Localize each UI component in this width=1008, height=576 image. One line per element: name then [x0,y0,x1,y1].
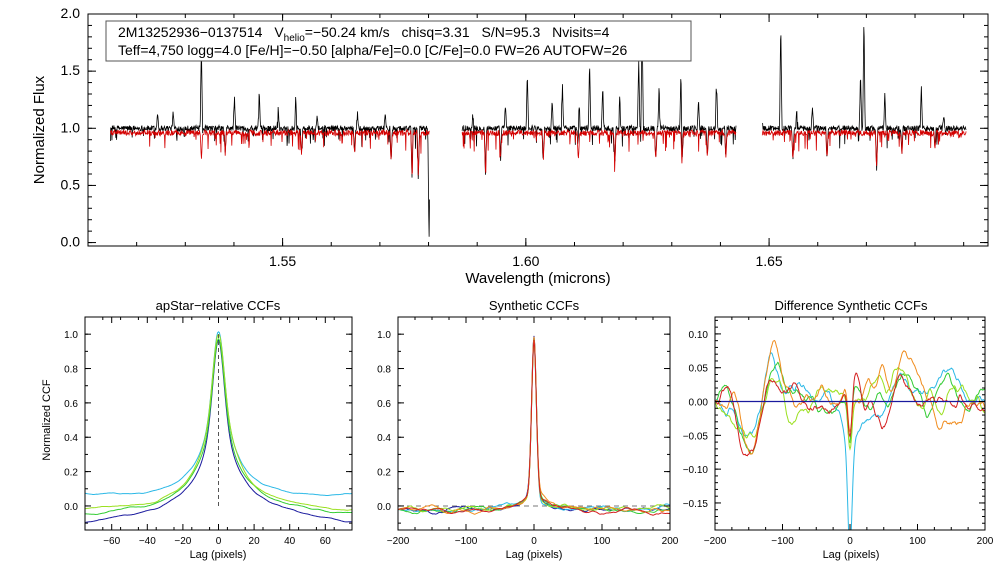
difference-ccf-x-axis-title: Lag (pixels) [823,549,880,561]
y-tick-label: 0.2 [64,468,78,479]
y-tick-label: 0.6 [377,399,391,410]
x-tick-label: −100 [455,536,478,547]
x-tick-label: 0 [531,536,537,547]
info-line-1: 2M13252936−0137514 Vhelio=−50.24 km/s ch… [118,24,610,44]
synthetic-ccf-series-visit-5 [398,336,670,515]
x-tick-label: 1.60 [512,253,539,269]
apstar-ccf-x-axis-title: Lag (pixels) [190,549,247,561]
apstar-ccf-ticks: −60 −40 −20 0 20 40 60 0.0 0.2 0.4 0.6 0.8 1.0 [64,316,353,547]
x-tick-label: −200 [387,536,410,547]
apstar-ccf-title: apStar−relative CCFs [156,298,281,313]
synthetic-ccf-series-visit-4 [398,340,670,513]
chisq-value: chisq=3.31 [402,24,470,40]
x-tick-label: 40 [284,536,296,547]
x-tick-label: 20 [249,536,261,547]
synthetic-ccf-ticks: −200 −100 0 100 200 0.0 0.2 0.4 0.6 0.8 1.0 [377,316,679,547]
x-tick-label: 200 [977,536,994,547]
y-tick-label: 2.0 [61,5,81,21]
x-tick-label: 100 [594,536,611,547]
synthetic-ccf-x-axis-title: Lag (pixels) [506,549,563,561]
nvisits-value: Nvisits=4 [552,24,609,40]
info-line-2: Teff=4,750 logg=4.0 [Fe/H]=−0.50 [alpha/… [118,42,627,58]
difference-ccf-series-visit-5 [715,372,985,457]
apstar-ccf-series-visit-3 [85,338,352,515]
y-tick-label: 1.0 [64,330,78,341]
y-tick-label: 0.2 [377,468,391,479]
y-tick-label: −0.05 [683,431,709,442]
synthetic-ccf-series-visit-1 [398,335,670,515]
spectrum-ticks: 1.55 1.60 1.65 0.0 0.5 1.0 1.5 2.0 [61,5,988,269]
vhelio-subscript: helio [284,33,306,44]
apstar-ccf-y-axis-title: Normalized CCF [41,379,53,461]
spectrum-lines [109,27,967,237]
object-id: 2M13252936−0137514 [118,24,263,40]
apstar-ccf-series-visit-1 [85,331,352,497]
x-tick-label: 200 [662,536,679,547]
spectrum-panel: 1.55 1.60 1.65 0.0 0.5 1.0 1.5 2.0 2M13252936−0… [31,5,989,287]
x-tick-label: 1.65 [755,253,782,269]
y-tick-label: 0.4 [377,433,391,444]
y-tick-label: −0.15 [683,499,709,510]
snr-value: S/N=95.3 [482,24,541,40]
y-tick-label: 1.5 [61,62,81,78]
y-tick-label: 0.00 [689,398,709,409]
y-tick-label: 1.0 [377,330,391,341]
y-tick-label: 0.6 [64,399,78,410]
synthetic-ccf-series-visit-2 [398,341,670,513]
synthetic-ccf-series-visit-6 [398,340,670,516]
x-tick-label: −100 [771,536,794,547]
y-tick-label: 0.5 [61,176,81,192]
x-tick-label: 1.55 [269,253,296,269]
synthetic-ccf-lines [398,335,670,516]
x-tick-label: −60 [103,536,120,547]
y-tick-label: 0.8 [64,365,78,376]
difference-ccf-ticks: −200 −100 0 100 200 −0.15 −0.10 −0.05 0.00 0.05 0.… [683,317,994,547]
info-box [105,20,692,62]
y-tick-label: 0.0 [61,234,81,250]
spectrum-axes-frame [87,13,989,247]
difference-ccf-series-visit-4 [715,339,985,455]
vhelio-value: =−50.24 km/s [305,24,390,40]
spectrum-series-model [109,128,967,176]
x-tick-label: −200 [704,536,727,547]
y-tick-label: 1.0 [61,119,81,135]
y-tick-label: 0.0 [64,502,78,513]
spectrum-y-axis-title: Normalized Flux [31,75,48,184]
difference-ccf-axes-frame [714,316,986,531]
x-tick-label: 0 [847,536,853,547]
y-tick-label: 0.05 [689,364,709,375]
y-tick-label: 0.0 [377,502,391,513]
y-tick-label: 0.8 [377,365,391,376]
spectrum-x-axis-title: Wavelength (microns) [465,270,610,287]
y-tick-label: −0.10 [683,465,709,476]
y-tick-label: 0.10 [689,330,709,341]
x-tick-label: 100 [909,536,926,547]
difference-ccf-series-visit-1 [715,352,985,530]
difference-ccf-lines [715,339,985,530]
synthetic-ccf-axes-frame [397,316,671,531]
y-tick-label: 0.4 [64,433,78,444]
synthetic-ccf-series-visit-3 [398,337,670,515]
apstar-ccf-lines [85,331,352,523]
x-tick-label: 0 [216,536,222,547]
x-tick-label: 60 [320,536,332,547]
synthetic-ccf-panel: Synthetic CCFs −200 −100 0 100 200 0.0 0.2 0.4 0… [377,298,679,561]
difference-ccf-panel: Difference Synthetic CCFs −200 −100 0 100 20… [683,298,994,561]
x-tick-label: −20 [174,536,191,547]
apstar-ccf-panel: apStar−relative CCFs −60 −40 −20 0 20 40 60 0.0… [41,298,353,561]
synthetic-ccf-title: Synthetic CCFs [489,298,580,313]
difference-ccf-title: Difference Synthetic CCFs [775,298,928,313]
vhelio-symbol: V [274,24,284,40]
x-tick-label: −40 [139,536,156,547]
